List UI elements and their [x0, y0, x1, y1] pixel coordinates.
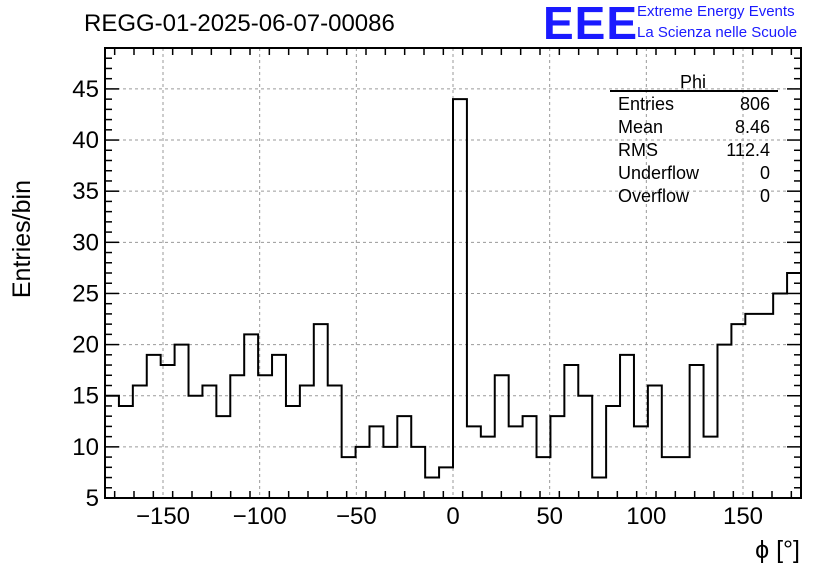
histogram-bin [356, 447, 370, 498]
histogram-bin [745, 314, 759, 498]
y-tick-label: 5 [86, 485, 99, 512]
x-tick-label: −50 [336, 503, 377, 530]
stats-label: RMS [618, 140, 658, 160]
histogram-bin [564, 365, 578, 498]
stats-label: Mean [618, 117, 663, 137]
y-tick-label: 15 [72, 383, 99, 410]
histogram-bin [676, 457, 690, 498]
histogram-bin [369, 426, 383, 498]
y-tick-label: 45 [72, 76, 99, 103]
x-axis-title: ϕ [°] [755, 536, 800, 564]
histogram-bin [481, 437, 495, 498]
histogram-bin [704, 437, 718, 498]
histogram-bin [119, 406, 133, 498]
y-axis-title: Entries/bin [8, 180, 36, 298]
chart-title: REGG-01-2025-06-07-00086 [84, 10, 395, 37]
x-tick-label: 100 [626, 503, 666, 530]
histogram-bin [216, 416, 230, 498]
histogram-bin [648, 386, 662, 499]
stats-box: Phi Entries 806 Mean 8.46 RMS 112.4 Underflow 0… [610, 72, 778, 206]
logo-subtitle-2: La Scienza nelle Scuole [637, 24, 798, 41]
histogram-bin [383, 447, 397, 498]
stats-value: 0 [760, 163, 770, 183]
y-tick-labels: 5 10 15 20 25 30 35 40 45 [72, 76, 99, 512]
histogram-bin [202, 386, 216, 499]
stats-label: Underflow [618, 163, 700, 183]
histogram-bin [230, 375, 244, 498]
histogram-bin [620, 355, 634, 498]
histogram-bin [453, 99, 467, 498]
y-tick-label: 10 [72, 434, 99, 461]
histogram-bars [105, 98, 801, 499]
histogram-bin [147, 355, 161, 498]
histogram-bin [550, 416, 564, 498]
stats-value: 0 [760, 186, 770, 206]
histogram-outline [105, 98, 801, 479]
stats-value: 806 [740, 94, 770, 114]
histogram-bin [258, 375, 272, 498]
x-tick-label: −150 [136, 503, 190, 530]
histogram-bin [717, 345, 731, 498]
histogram-bin [244, 334, 258, 498]
histogram-bin [439, 467, 453, 498]
stats-value: 112.4 [726, 140, 770, 160]
histogram-bin [662, 457, 676, 498]
stats-label: Overflow [618, 186, 690, 206]
histogram-bin [272, 355, 286, 498]
histogram-bin [523, 416, 537, 498]
histogram-bin [411, 447, 425, 498]
logo-subtitle-1: Extreme Energy Events [637, 3, 795, 20]
stats-value: 8.46 [735, 117, 770, 137]
histogram-bin [634, 426, 648, 498]
histogram-bin [328, 386, 342, 499]
x-tick-labels: −150 −100 −50 0 50 100 150 [136, 503, 763, 530]
y-tick-label: 25 [72, 280, 99, 307]
y-tick-label: 40 [72, 127, 99, 154]
y-tick-label: 30 [72, 229, 99, 256]
x-tick-label: 50 [536, 503, 563, 530]
histogram-bin [592, 478, 606, 498]
histogram-bin [286, 406, 300, 498]
eee-logo: EEE [543, 0, 639, 49]
stats-title: Phi [680, 72, 706, 92]
histogram-bin [495, 375, 509, 498]
y-tick-label: 35 [72, 178, 99, 205]
histogram-bin [509, 426, 523, 498]
axis-ticks [105, 47, 801, 499]
histogram-bin [467, 426, 481, 498]
x-tick-label: −100 [233, 503, 287, 530]
histogram-bin [300, 386, 314, 499]
x-tick-label: 150 [723, 503, 763, 530]
stats-label: Entries [618, 94, 674, 114]
y-tick-label: 20 [72, 332, 99, 359]
histogram-bin [537, 457, 551, 498]
histogram-bin [397, 416, 411, 498]
histogram-bin [175, 345, 189, 498]
x-tick-label: 0 [446, 503, 459, 530]
histogram-bin [342, 457, 356, 498]
histogram-bin [759, 314, 773, 498]
histogram-bin [606, 406, 620, 498]
histogram-bin [690, 365, 704, 498]
histogram-bin [425, 478, 439, 498]
histogram-bin [133, 386, 147, 499]
histogram-bin [314, 324, 328, 498]
